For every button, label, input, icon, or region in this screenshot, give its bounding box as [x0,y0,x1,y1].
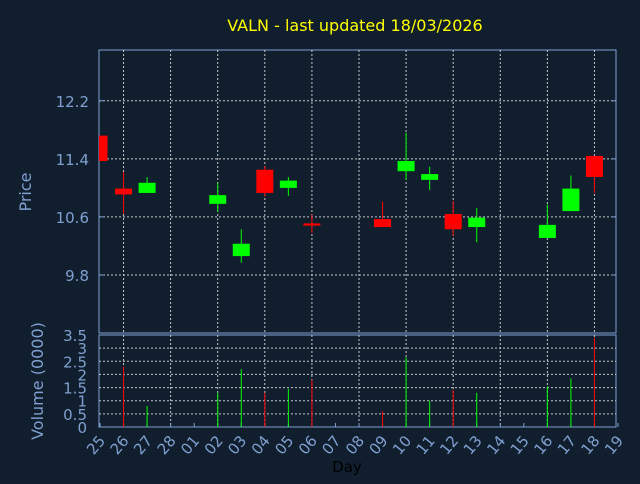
volume-tick-label: 2 [77,366,87,384]
volume-axis-label: Volume (0000) [28,322,47,440]
candle-body [468,217,486,228]
tick-labels: 2526272801020304050607080910111213141516… [56,93,627,458]
x-tick-label: 09 [366,432,392,458]
candle-body [421,174,439,180]
x-tick-label: 11 [413,432,439,458]
candle-body [99,135,108,162]
x-tick-label: 04 [248,432,274,458]
candle-body [562,188,580,212]
volume-tick-label: 2.5 [63,353,87,371]
volume-tick-label: 1 [77,393,87,411]
candle-body [279,180,297,188]
candle-body [138,182,156,193]
volume-tick-label: 3 [77,340,87,358]
x-axis-label: Day [332,458,362,476]
chart-marks [99,132,603,427]
grid [98,49,619,428]
volume-plot-frame [98,334,617,428]
candle-body [115,188,133,195]
volume-tick-label: 3.5 [63,327,87,345]
x-tick-label: 14 [483,432,509,458]
x-tick-label: 08 [342,432,368,458]
x-tick-label: 06 [295,432,321,458]
x-tick-label: 17 [554,432,580,458]
price-plot-frame [98,49,617,334]
candle-body [303,223,321,226]
x-tick-label: 05 [271,432,297,458]
volume-tick-label: 0.5 [63,406,87,424]
x-tick-label: 18 [577,432,603,458]
x-tick-label: 27 [130,432,156,458]
candle-body [374,219,392,228]
x-tick-label: 07 [318,432,344,458]
candle-body [232,243,250,257]
candle-body [256,169,274,193]
x-tick-label: 03 [224,432,250,458]
y-tick-label: 11.4 [56,151,89,169]
x-tick-label: 02 [201,432,227,458]
x-tick-label: 15 [507,432,533,458]
candle-body [397,161,415,172]
candle-body [444,213,462,230]
volume-tick-label: 0 [77,419,87,437]
x-tick-label: 12 [436,432,462,458]
volume-tick-label: 1.5 [63,380,87,398]
y-axis-label: Price [16,172,35,211]
candle-body [538,224,556,238]
y-tick-label: 12.2 [56,93,89,111]
y-tick-label: 9.8 [65,267,89,285]
chart-title: VALN - last updated 18/03/2026 [227,16,482,35]
x-tick-label: 13 [460,432,486,458]
candle-body [585,155,603,177]
x-tick-label: 01 [177,432,203,458]
x-tick-label: 10 [389,432,415,458]
x-tick-label: 26 [107,432,133,458]
y-tick-label: 10.6 [56,209,89,227]
candle-body [209,195,227,204]
x-tick-label: 28 [154,432,180,458]
x-tick-label: 16 [530,432,556,458]
x-tick-label: 19 [601,432,627,458]
